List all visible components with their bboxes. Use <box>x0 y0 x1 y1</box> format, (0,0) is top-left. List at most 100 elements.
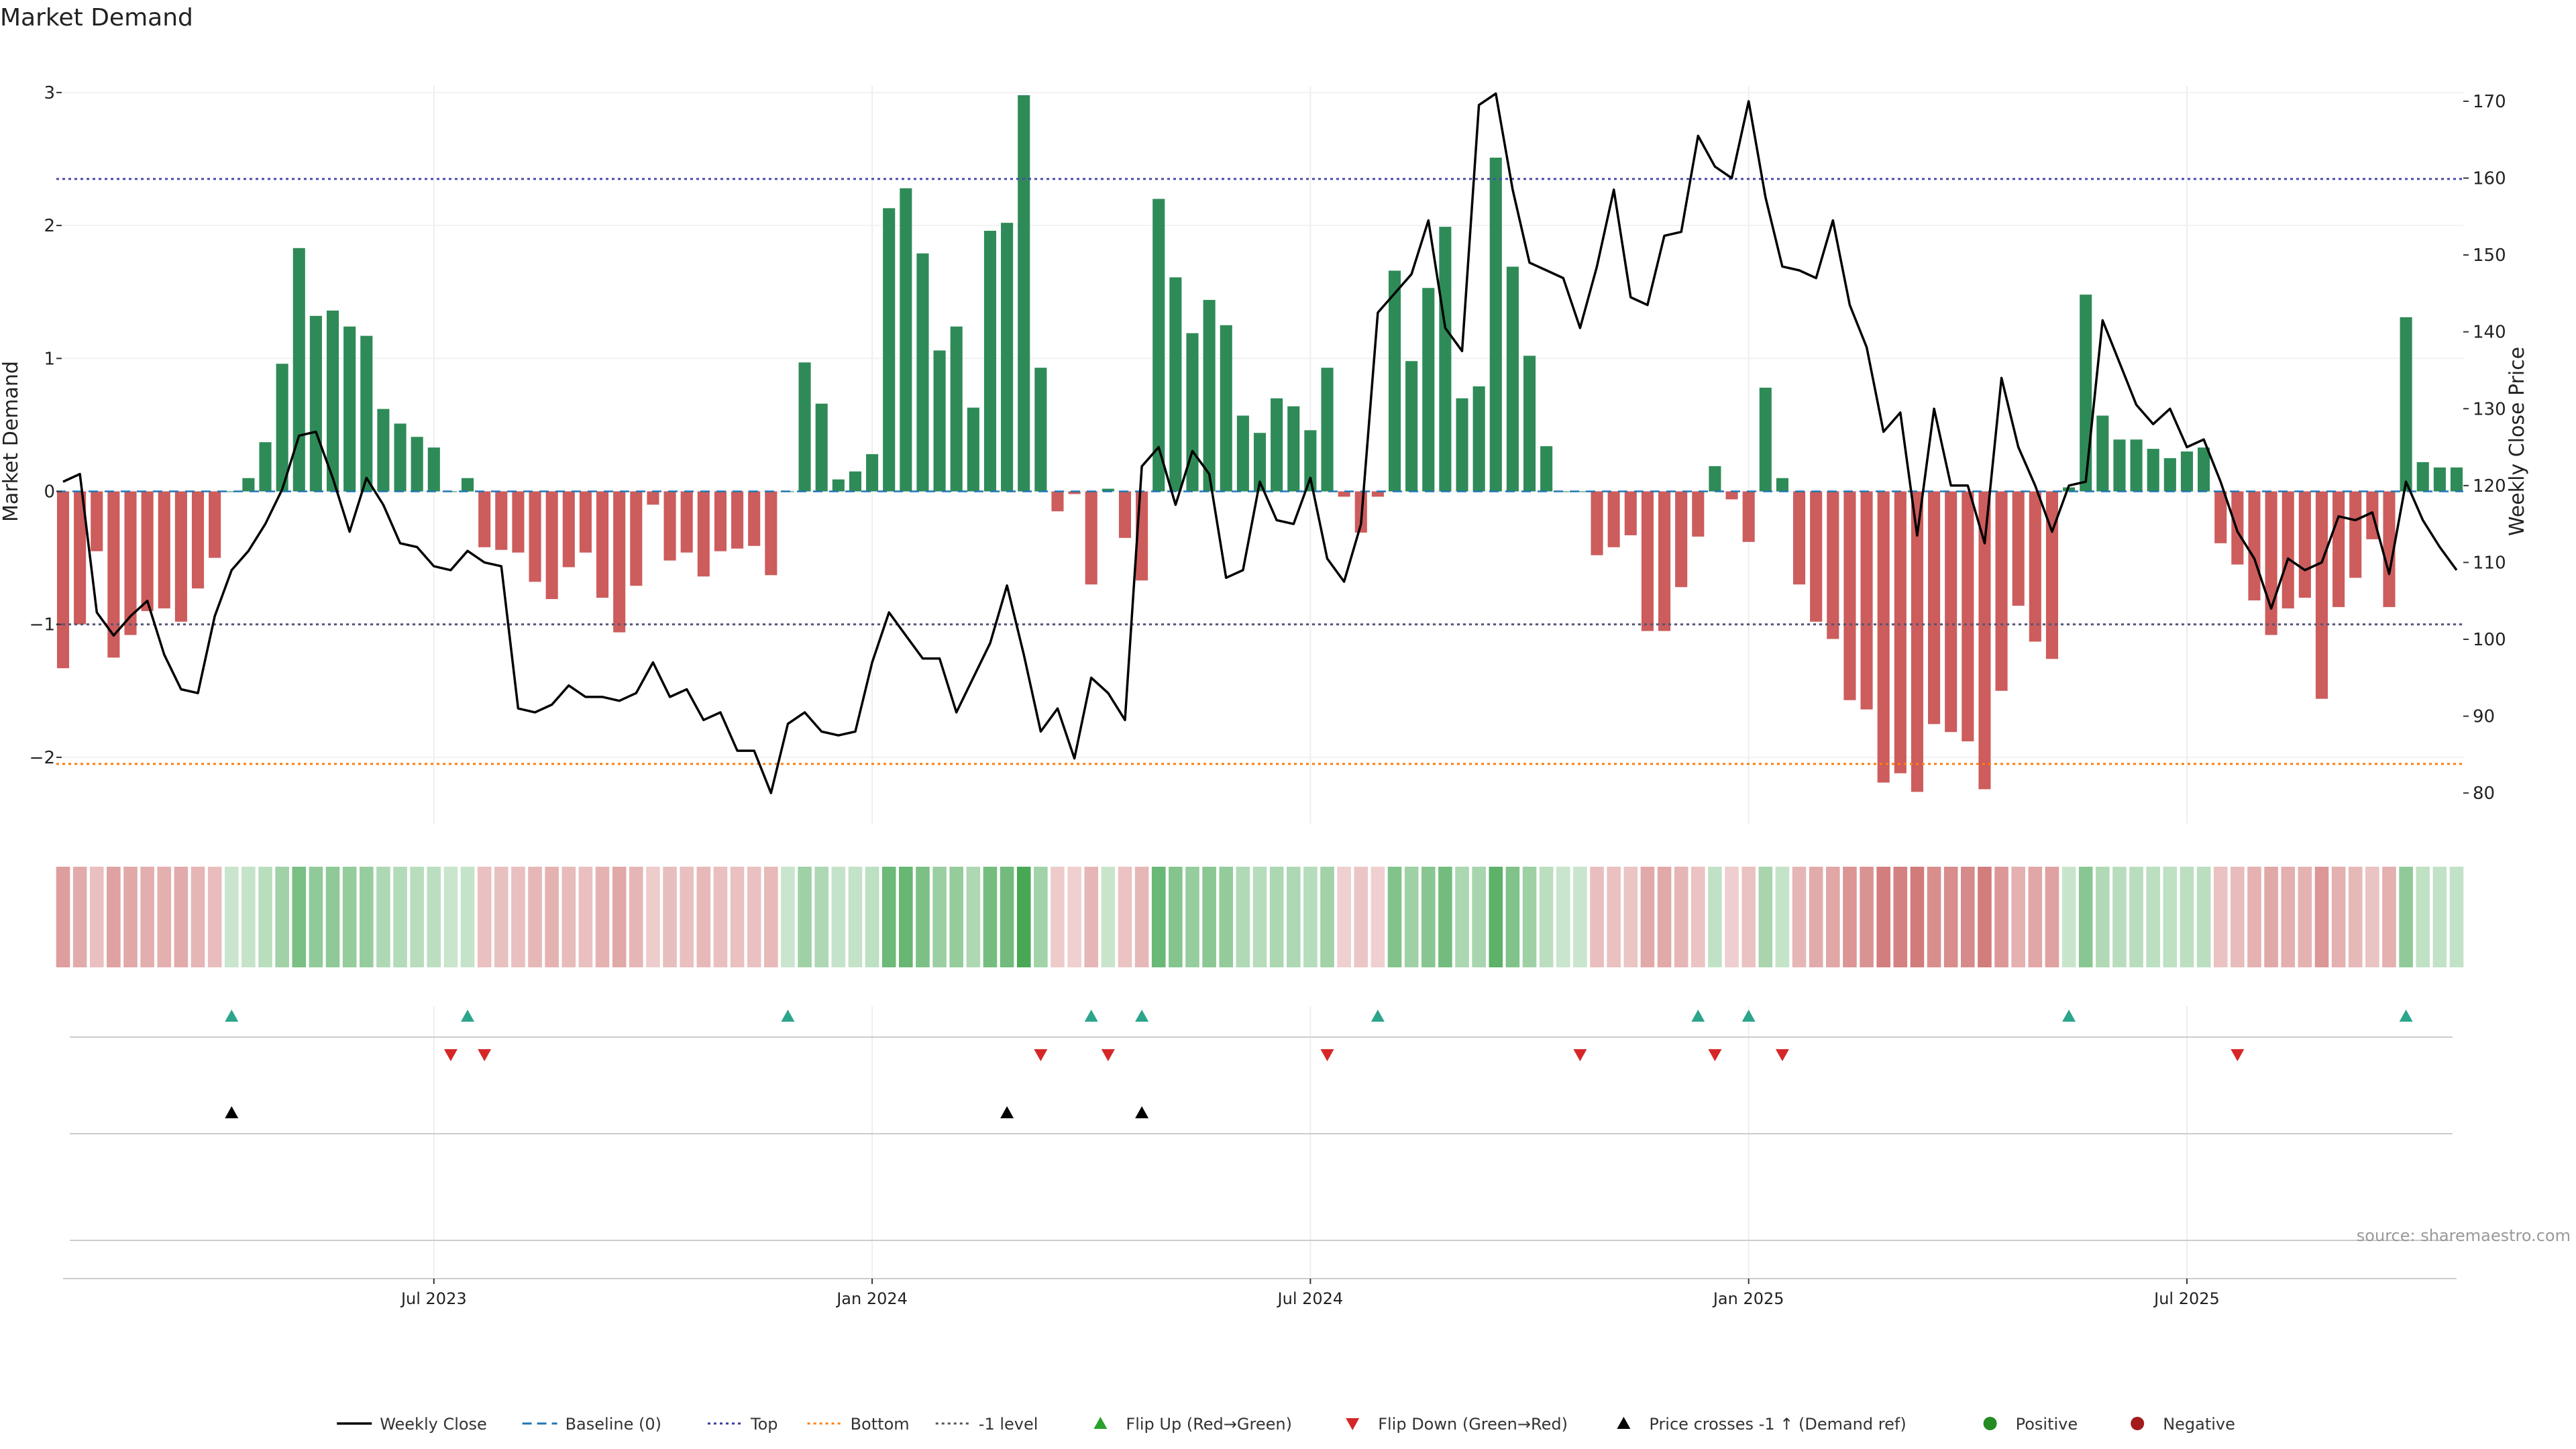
strip-cell <box>292 867 307 967</box>
strip-cell <box>258 867 272 967</box>
legend-swatch <box>1346 1418 1360 1430</box>
strip-cell <box>241 867 256 967</box>
strip-cell <box>1303 867 1318 967</box>
strip-cell <box>2331 867 2346 967</box>
demand-bar <box>1793 491 1806 585</box>
demand-bar <box>2045 491 2059 659</box>
strip-cell <box>2196 867 2211 967</box>
strip-cell <box>2180 867 2194 967</box>
strip-cell <box>1472 867 1486 967</box>
strip-cell <box>359 867 374 967</box>
strip-cell <box>191 867 205 967</box>
demand-bar <box>2130 439 2143 492</box>
demand-bar <box>1304 430 1317 492</box>
demand-bar <box>2198 447 2210 492</box>
flip-up-marker <box>1741 1010 1756 1022</box>
strip-cell <box>983 867 998 967</box>
demand-bar <box>512 491 525 553</box>
strip-cell <box>2231 867 2245 967</box>
demand-bar <box>933 350 946 492</box>
demand-bar <box>950 326 963 492</box>
strip-cell <box>2061 867 2076 967</box>
demand-bar <box>2096 415 2109 492</box>
demand-bar <box>2063 487 2076 492</box>
price-line-group <box>62 92 2458 794</box>
strip-cell <box>477 867 492 967</box>
demand-bar <box>1523 356 1536 492</box>
strip-cell <box>1438 867 1452 967</box>
strip-cell <box>494 867 508 967</box>
demand-bar <box>1540 446 1553 492</box>
price-line <box>62 92 2458 794</box>
demand-bar <box>56 491 70 669</box>
demand-bar <box>2450 467 2463 492</box>
demand-bar <box>2265 491 2277 635</box>
demand-bar <box>1607 491 1620 547</box>
demand-bar <box>967 407 979 492</box>
flip-down-marker <box>1708 1049 1722 1061</box>
strip-cell <box>309 867 323 967</box>
demand-bar <box>174 491 187 622</box>
demand-bar <box>74 491 87 625</box>
strip-cell <box>1320 867 1334 967</box>
flip-up-marker <box>1371 1010 1385 1022</box>
strip-cell <box>528 867 542 967</box>
demand-bar <box>1456 398 1468 492</box>
legend-item: Positive <box>1983 1415 2078 1434</box>
demand-bar <box>1742 491 1755 542</box>
right-tick-label: 130 <box>2473 399 2506 419</box>
strip-cell <box>949 867 964 967</box>
chart-title: Market Demand <box>0 4 193 32</box>
strip-cell <box>1961 867 1975 967</box>
demand-bar <box>2349 491 2362 578</box>
legend-label: Flip Down (Green→Red) <box>1378 1415 1568 1434</box>
demand-bar <box>2416 462 2429 492</box>
strip-cell <box>89 867 104 967</box>
strip-cell <box>1657 867 1672 967</box>
demand-bar <box>832 479 845 492</box>
demand-bar <box>1321 368 1334 492</box>
strip-cell <box>1725 867 1739 967</box>
strip-cell <box>1860 867 1874 967</box>
strip-cell <box>1252 867 1267 967</box>
strip-cell <box>1489 867 1503 967</box>
demand-bar <box>1405 361 1418 492</box>
strip-cell <box>207 867 222 967</box>
x-tick-label: Jul 2024 <box>1277 1289 1344 1308</box>
strip-cell <box>865 867 879 967</box>
legend-label: -1 level <box>979 1415 1038 1434</box>
demand-bar <box>2147 449 2159 492</box>
strip-cell <box>1337 867 1351 967</box>
flip-up-marker <box>781 1010 795 1022</box>
strip-cell <box>1387 867 1402 967</box>
strip-cell <box>107 867 121 967</box>
legend-swatch <box>1093 1417 1108 1429</box>
demand-bar <box>883 208 896 492</box>
demand-bar <box>478 491 491 547</box>
strip-cell <box>831 867 846 967</box>
legend-item: -1 level <box>935 1415 1038 1434</box>
demand-bar <box>158 491 170 608</box>
strip-cell <box>157 867 172 967</box>
strip-cell <box>1505 867 1520 967</box>
strip-cell <box>2011 867 2026 967</box>
strip-cell <box>663 867 677 967</box>
strip-cell <box>629 867 643 967</box>
strip-cell <box>2314 867 2329 967</box>
flip-down-marker <box>1573 1049 1587 1061</box>
demand-bar <box>647 491 659 505</box>
demand-bar <box>630 491 643 586</box>
strip-cell <box>72 867 87 967</box>
strip-cell <box>140 867 154 967</box>
demand-bar <box>1591 491 1603 555</box>
reference-lines <box>56 178 2463 765</box>
strip-cell <box>1809 867 1823 967</box>
demand-bar <box>1709 466 1721 492</box>
strip-cell <box>1421 867 1436 967</box>
strip-cell <box>561 867 576 967</box>
demand-bar <box>242 478 255 492</box>
flip-up-marker <box>2062 1010 2076 1022</box>
legend-item: Baseline (0) <box>522 1415 661 1434</box>
demand-bar <box>579 491 592 553</box>
flip-up-marker <box>1084 1010 1098 1022</box>
